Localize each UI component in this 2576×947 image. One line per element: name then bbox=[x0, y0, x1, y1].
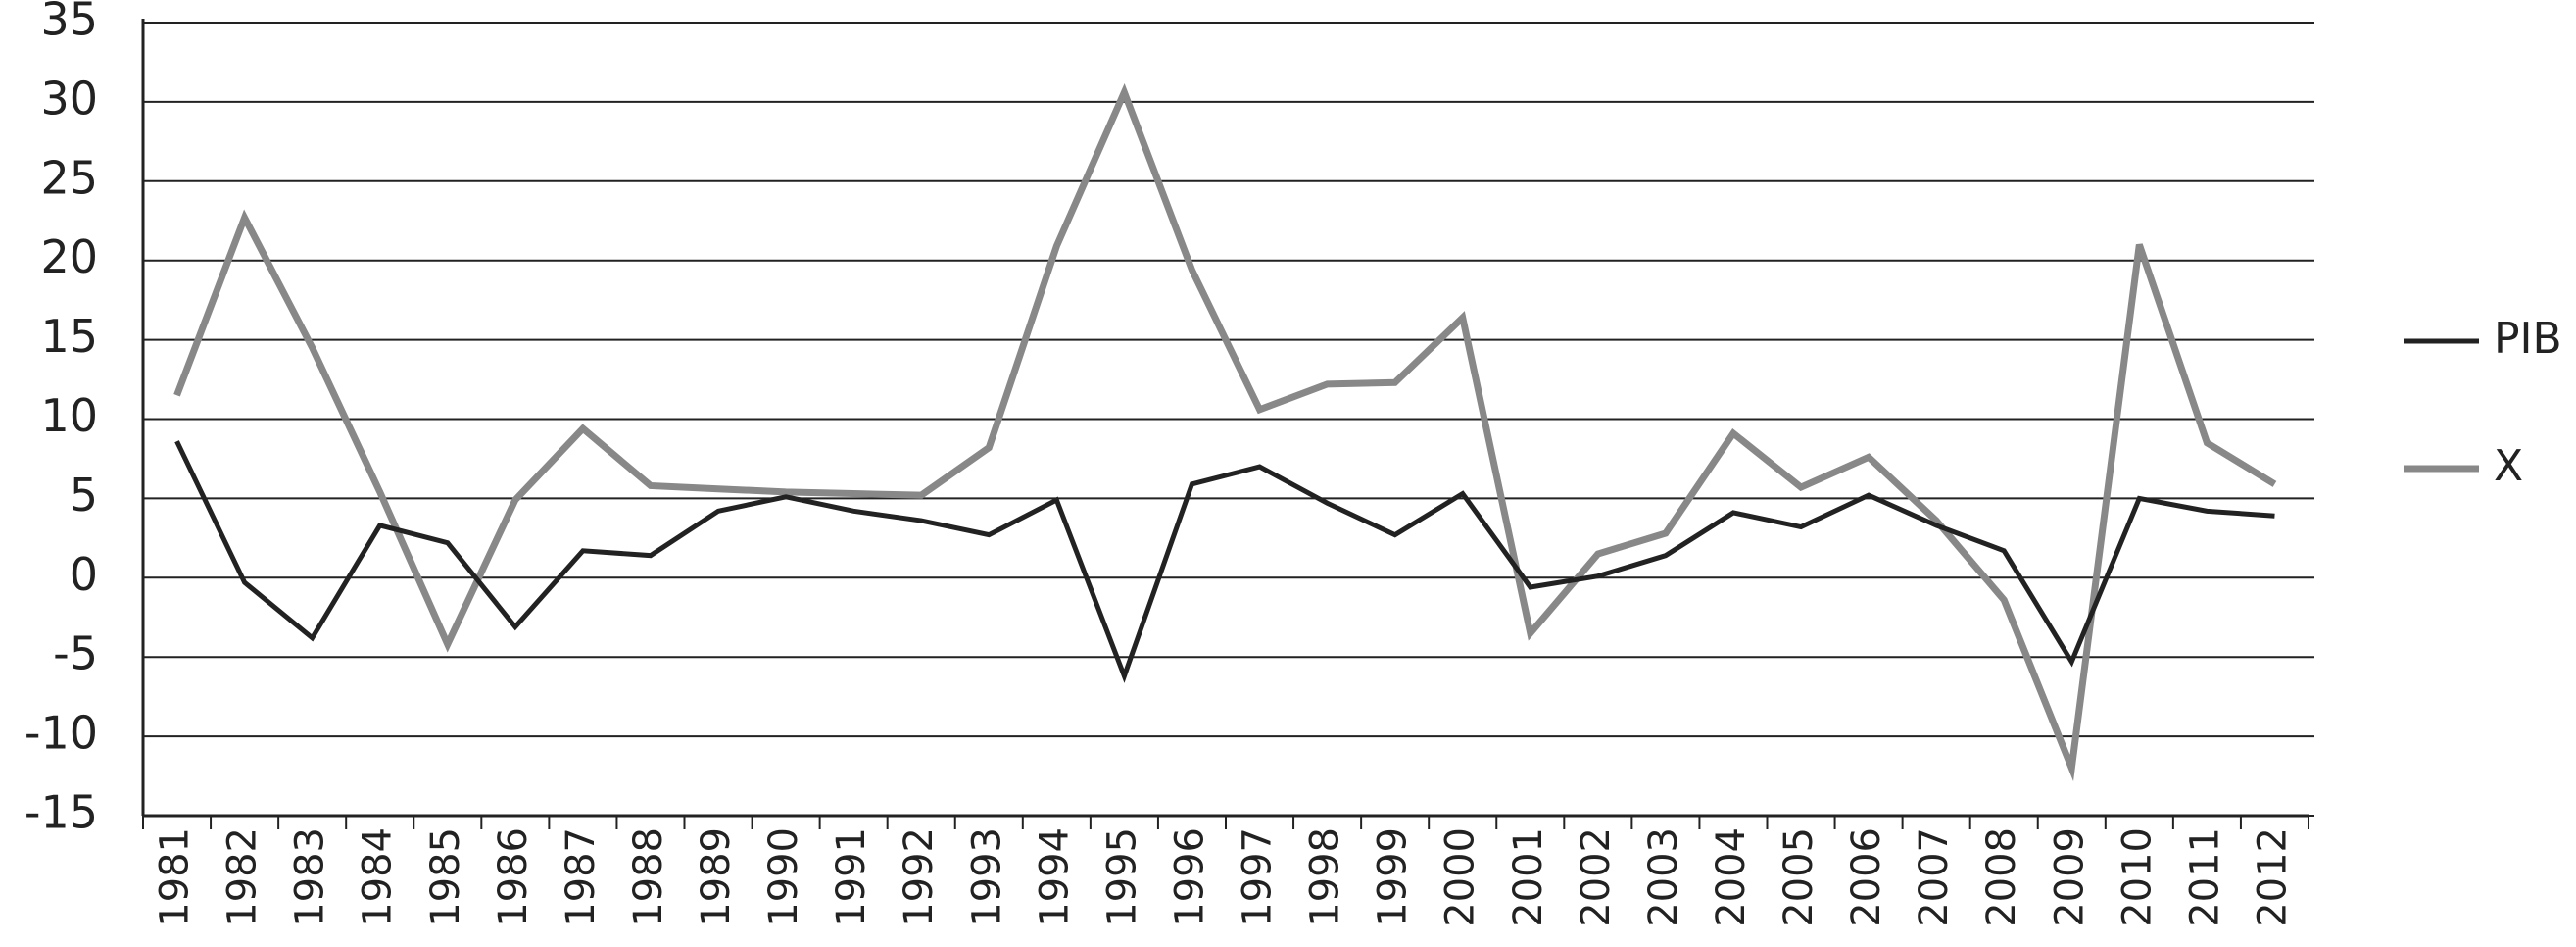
x-tick-label: 2004 bbox=[1709, 827, 1754, 927]
x-tick-label: 2010 bbox=[2114, 827, 2160, 927]
y-tick-label: 20 bbox=[40, 230, 98, 283]
x-tick-label: 2008 bbox=[1979, 827, 2024, 927]
x-tick-label: 1997 bbox=[1236, 827, 1281, 927]
x-tick-label: 1992 bbox=[897, 827, 942, 927]
x-tick-label: 2012 bbox=[2250, 827, 2295, 927]
x-tick-label: 2009 bbox=[2047, 827, 2092, 927]
x-tick-label: 1984 bbox=[356, 827, 401, 927]
y-tick-label: -5 bbox=[53, 627, 98, 680]
x-tick-label: 1989 bbox=[694, 827, 739, 927]
x-tick-label: 1982 bbox=[220, 827, 266, 927]
y-tick-label: 25 bbox=[40, 151, 98, 204]
y-tick-label: 30 bbox=[40, 72, 98, 125]
y-tick-label: 5 bbox=[70, 469, 98, 522]
x-tick-label: 2005 bbox=[1776, 827, 1822, 927]
legend-label: X bbox=[2494, 441, 2523, 491]
y-tick-label: 15 bbox=[40, 310, 98, 363]
x-tick-label: 2011 bbox=[2182, 827, 2227, 927]
x-tick-label: 2002 bbox=[1574, 827, 1619, 927]
line-series bbox=[173, 82, 2277, 782]
x-tick-label: 2007 bbox=[1912, 827, 1957, 927]
x-tick-label: 1986 bbox=[491, 827, 536, 927]
x-tick-label: 1996 bbox=[1167, 827, 1212, 927]
x-tick-label: 1991 bbox=[829, 827, 874, 927]
x-tick-label: 2001 bbox=[1506, 827, 1551, 927]
x-tick-label: 1983 bbox=[288, 827, 333, 927]
line-series bbox=[174, 440, 2275, 683]
x-tick-label: 2003 bbox=[1641, 827, 1686, 927]
x-tick-label: 1988 bbox=[626, 827, 671, 927]
x-tick-label: 1987 bbox=[559, 827, 604, 927]
x-tick-label: 2006 bbox=[1844, 827, 1889, 927]
legend-label: PIB bbox=[2494, 314, 2562, 364]
x-tick-label: 1993 bbox=[964, 827, 1009, 927]
x-tick-label: 1981 bbox=[153, 827, 198, 927]
y-tick-label: -10 bbox=[24, 707, 98, 760]
x-tick-label: 1985 bbox=[423, 827, 468, 927]
y-tick-label: 0 bbox=[70, 548, 98, 601]
x-tick-label: 1998 bbox=[1303, 827, 1348, 927]
y-tick-label: 35 bbox=[40, 0, 98, 46]
x-tick-label: 1990 bbox=[761, 827, 806, 927]
y-tick-label: -15 bbox=[24, 786, 98, 839]
x-tick-label: 2000 bbox=[1438, 827, 1483, 927]
x-tick-label: 1999 bbox=[1371, 827, 1416, 927]
x-tick-label: 1994 bbox=[1032, 827, 1077, 927]
y-tick-label: 10 bbox=[40, 389, 98, 442]
x-tick-label: 1995 bbox=[1099, 827, 1144, 927]
